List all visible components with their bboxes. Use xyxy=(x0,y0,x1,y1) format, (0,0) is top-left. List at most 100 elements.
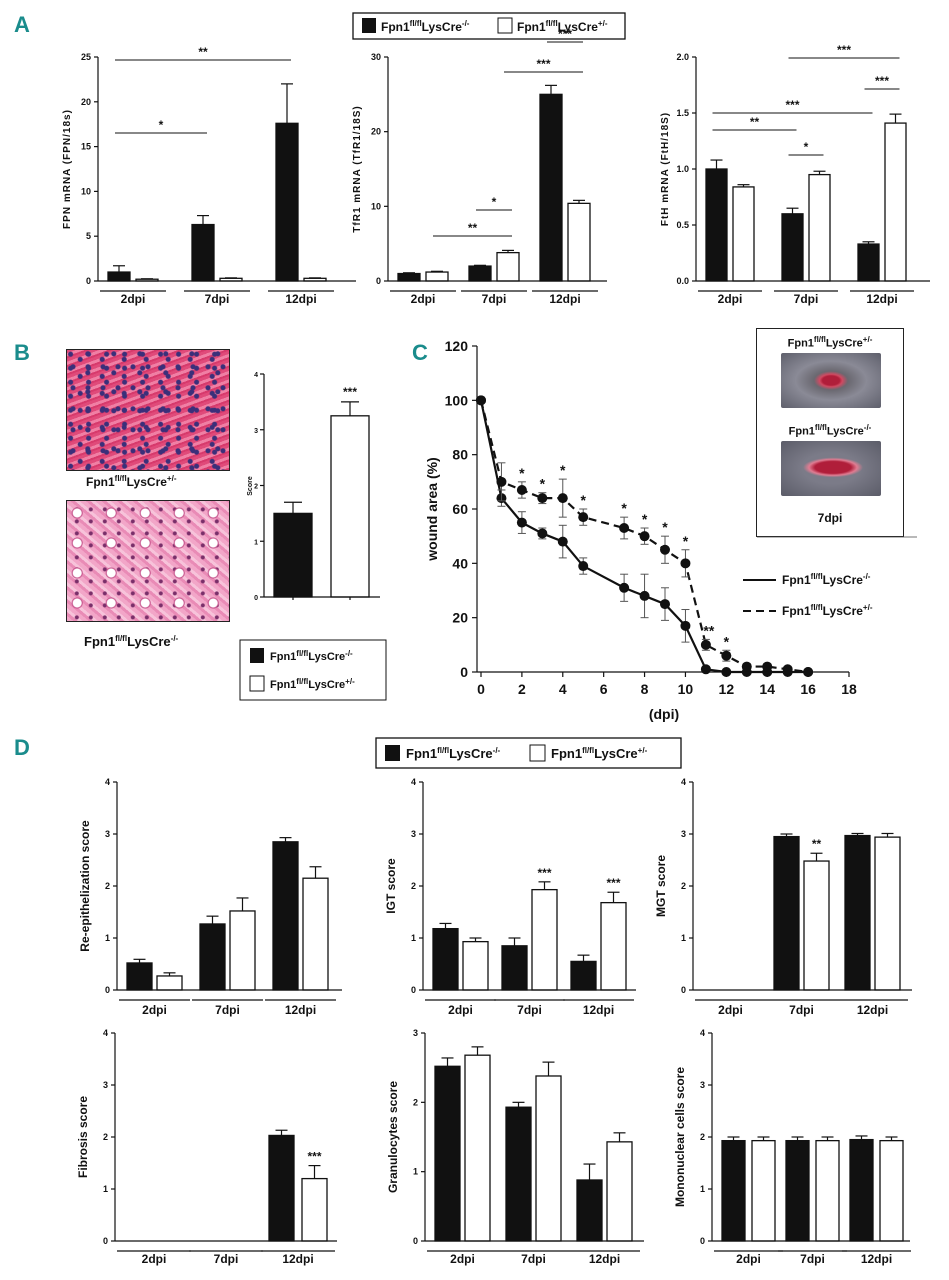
legend-b-swatch-ko xyxy=(250,648,264,663)
category-label: 12dpi xyxy=(583,1003,614,1017)
y-axis-label: FtH mRNA (FtH/18S) xyxy=(660,112,671,226)
significance-label: * xyxy=(621,500,627,516)
x-tick-label: 4 xyxy=(559,681,567,697)
data-point xyxy=(578,561,589,572)
y-tick-label: 1 xyxy=(103,1184,108,1194)
y-tick-label: 2 xyxy=(411,881,416,891)
significance-label: * xyxy=(724,633,730,649)
y-tick-label: 3 xyxy=(411,829,416,839)
category-label: 7dpi xyxy=(800,1252,825,1266)
significance-label: * xyxy=(662,519,668,535)
y-tick-label: 3 xyxy=(254,428,258,435)
bar-12dpi-ko xyxy=(272,841,299,991)
significance-label: *** xyxy=(558,27,572,41)
y-tick-label: 4 xyxy=(700,1028,705,1038)
data-point xyxy=(741,661,752,672)
category-label: 7dpi xyxy=(521,1252,546,1266)
bar-7dpi-ctrl xyxy=(229,910,256,991)
data-point xyxy=(700,664,711,675)
photo-title-control: Fpn1fl/flLysCre+/- xyxy=(787,335,873,350)
bar-7dpi-ko xyxy=(505,1106,532,1242)
y-tick-label: 1 xyxy=(413,1167,418,1177)
chart-D3: 0 1 2 3 4 MGT score 2dpi 7dpi ** 12dpi xyxy=(654,777,912,1017)
chart-D2: 0 1 2 3 4 IGT score 2dpi 7dpi *** 12dpi *** xyxy=(384,777,636,1017)
x-tick-label: 16 xyxy=(800,681,816,697)
significance-label: *** xyxy=(837,43,851,57)
wound-photo-panel: Fpn1fl/flLysCre+/- Fpn1fl/flLysCre-/- 7d… xyxy=(756,328,904,537)
data-point xyxy=(700,639,711,650)
series-line-1 xyxy=(479,400,809,674)
y-tick-label: 2 xyxy=(681,881,686,891)
y-tick-label: 60 xyxy=(452,501,468,517)
chart-A1: 0 5 10 15 20 25 FPN mRNA (FPN/18s) 2dpi 7dpi 12dp… xyxy=(62,45,356,306)
category-label: 2dpi xyxy=(450,1252,475,1266)
legend-d: Fpn1fl/flLysCre-/- Fpn1fl/flLysCre+/- xyxy=(375,737,682,769)
legend-d-label-ctrl: Fpn1fl/flLysCre+/- xyxy=(551,746,648,761)
y-tick-label: 10 xyxy=(81,186,91,196)
y-tick-label: 0 xyxy=(376,276,381,286)
bar-2dpi-ko xyxy=(705,168,728,282)
data-point xyxy=(537,493,548,504)
category-label: 2dpi xyxy=(142,1252,167,1266)
chart-D6: 0 1 2 3 4 Mononuclear cells score 2dpi 7dpi 12dp… xyxy=(673,1028,911,1266)
bar-2dpi-ctrl xyxy=(732,186,755,282)
data-point xyxy=(639,590,650,601)
bar-2dpi-ko xyxy=(432,927,459,991)
significance-label: * xyxy=(642,511,648,527)
y-tick-label: 1 xyxy=(700,1184,705,1194)
bar-12dpi-ko xyxy=(844,834,871,991)
y-tick-label: 25 xyxy=(81,52,91,62)
y-tick-label: 0 xyxy=(105,985,110,995)
y-tick-label: 0 xyxy=(103,1236,108,1246)
y-axis-label: Fibrosis score xyxy=(76,1096,90,1178)
x-tick-label: 6 xyxy=(600,681,608,697)
y-tick-label: 0 xyxy=(86,276,91,286)
bar-2dpi-ctrl xyxy=(464,1054,491,1242)
significance-label: *** xyxy=(875,74,889,88)
bar-7dpi-ctrl xyxy=(815,1139,840,1242)
legend-d-label-ko: Fpn1fl/flLysCre-/- xyxy=(406,746,501,761)
chart-B: 0 1 2 3 4 Score *** xyxy=(247,372,380,602)
histology-label-control: Fpn1fl/flLysCre+/- xyxy=(86,474,177,489)
data-point xyxy=(762,661,773,672)
bar-7dpi-ctrl xyxy=(496,251,520,282)
significance-star: ** xyxy=(812,837,822,851)
significance-label: * xyxy=(159,118,164,132)
y-tick-label: 0 xyxy=(700,1236,705,1246)
data-point xyxy=(721,667,732,677)
category-label: 12dpi xyxy=(857,1003,888,1017)
bar-12dpi-ko xyxy=(857,243,880,282)
y-tick-label: 2 xyxy=(105,881,110,891)
y-axis-label: Re-epithelization score xyxy=(78,820,92,952)
bar-2dpi-ko xyxy=(107,271,131,282)
significance-label: * xyxy=(804,140,809,154)
y-tick-label: 4 xyxy=(103,1028,108,1038)
y-tick-label: 1 xyxy=(411,933,416,943)
significance-star: *** xyxy=(307,1150,321,1164)
data-point xyxy=(639,531,650,542)
y-tick-label: 40 xyxy=(452,555,468,571)
bar-7dpi-ko xyxy=(773,835,800,991)
category-label: 7dpi xyxy=(214,1252,239,1266)
significance-label: * xyxy=(492,195,497,209)
category-label: 7dpi xyxy=(205,292,230,306)
wound-photo-knockout xyxy=(781,441,881,496)
y-tick-label: 2 xyxy=(413,1097,418,1107)
y-tick-label: 0.5 xyxy=(676,220,689,230)
data-point xyxy=(537,528,548,539)
bar-12dpi-ko xyxy=(576,1179,603,1242)
y-tick-label: 30 xyxy=(371,52,381,62)
legend-b-label-ctrl: Fpn1fl/flLysCre+/- xyxy=(270,677,355,691)
significance-label: ** xyxy=(468,221,478,235)
y-axis-label: wound area (%) xyxy=(424,457,440,561)
y-tick-label: 4 xyxy=(254,372,258,379)
y-tick-label: 3 xyxy=(105,829,110,839)
bar-7dpi-ko xyxy=(191,223,215,282)
data-point xyxy=(680,620,691,631)
y-tick-label: 20 xyxy=(371,127,381,137)
legend-b-swatch-ctrl xyxy=(249,675,265,692)
y-tick-label: 0 xyxy=(254,595,258,602)
bar-7dpi-ko xyxy=(781,213,804,282)
bar-7dpi-ko xyxy=(199,923,226,991)
